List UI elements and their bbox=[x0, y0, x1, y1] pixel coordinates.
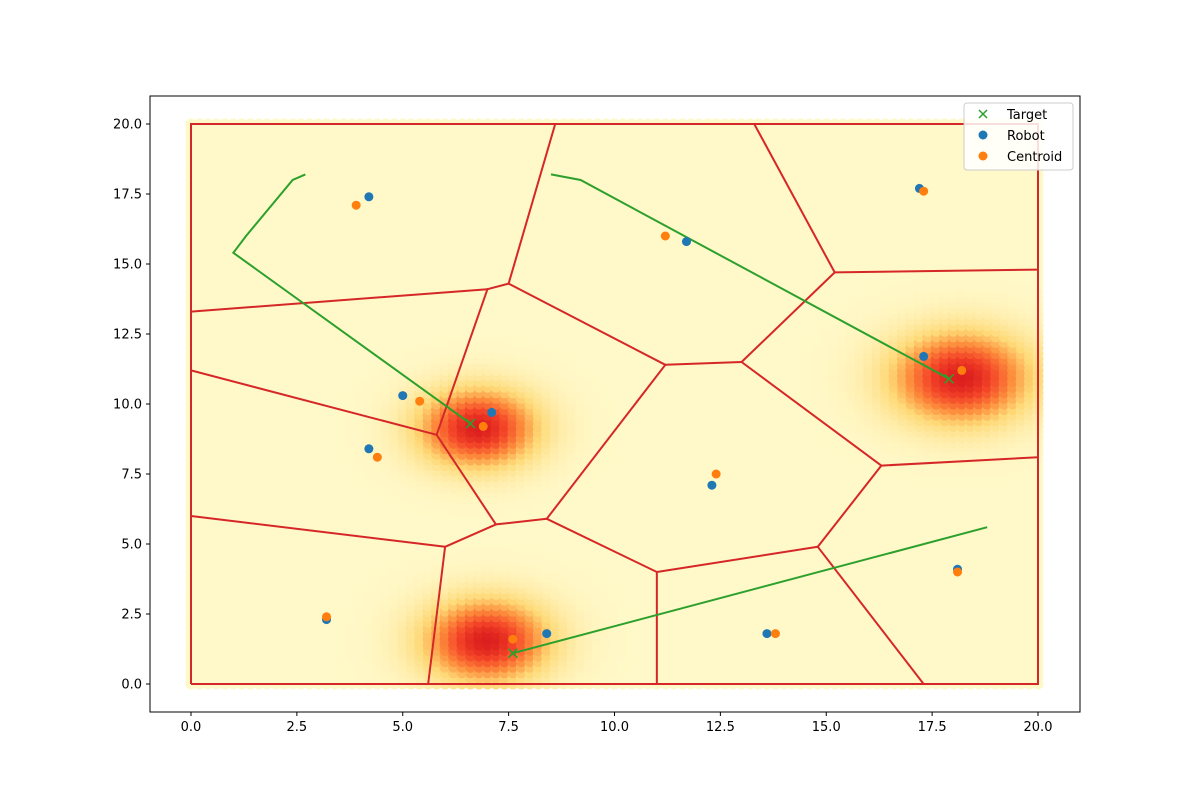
density-heatmap bbox=[185, 118, 1044, 690]
